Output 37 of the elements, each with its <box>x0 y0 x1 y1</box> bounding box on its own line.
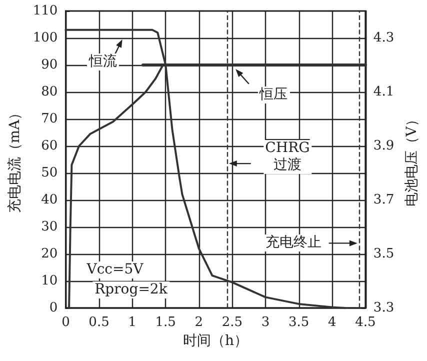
y-tick-label: 100 <box>32 30 58 46</box>
y2-axis-title: 电池电压（V） <box>404 112 420 207</box>
y2-tick-label: 3.7 <box>373 192 394 208</box>
x-tick-label: 1.5 <box>155 315 176 330</box>
x-tick-label: 0.5 <box>88 315 110 330</box>
y-tick-label: 20 <box>41 246 58 262</box>
y-tick-label: 10 <box>41 274 58 288</box>
annotation: CHRG 过渡 <box>265 140 310 174</box>
annotation: Rprog=2k <box>94 282 168 299</box>
y-tick-label: 50 <box>41 166 58 180</box>
annotation: 恒压 <box>260 86 288 104</box>
x-tick-label: 0 <box>62 315 70 330</box>
x-tick-label: 4 <box>328 315 336 330</box>
y2-tick-label: 3.5 <box>373 246 394 262</box>
y2-tick-label: 3.9 <box>373 138 394 154</box>
y-tick-label: 60 <box>41 138 58 154</box>
annotation: 充电终止 <box>265 234 322 252</box>
annotation: 恒流 <box>89 54 117 71</box>
y-tick-label: 0 <box>49 300 58 316</box>
y-axis-title: 充电电流（mA） <box>7 106 23 214</box>
y2-tick-label: 4.3 <box>373 30 394 46</box>
y-tick-label: 70 <box>41 112 58 126</box>
y-tick-label: 40 <box>41 192 58 208</box>
x-tick-label: 2 <box>194 315 204 330</box>
x-tick-label: 3 <box>261 315 270 330</box>
y-tick-label: 80 <box>41 84 58 100</box>
y-tick-label: 90 <box>41 58 58 72</box>
y-tick-label: 30 <box>41 220 58 234</box>
x-tick-label: 2.5 <box>222 315 243 330</box>
annotation: Vcc=5V <box>86 262 144 279</box>
x-axis-title: 时间（h） <box>183 333 248 349</box>
y-tick-label: 110 <box>32 4 58 18</box>
x-tick-label: 1 <box>128 315 136 330</box>
y2-tick-label: 4.1 <box>373 84 394 100</box>
x-tick-label: 4.5 <box>355 315 376 330</box>
y2-tick-label: 3.3 <box>373 300 394 316</box>
x-tick-label: 3.5 <box>288 315 310 330</box>
